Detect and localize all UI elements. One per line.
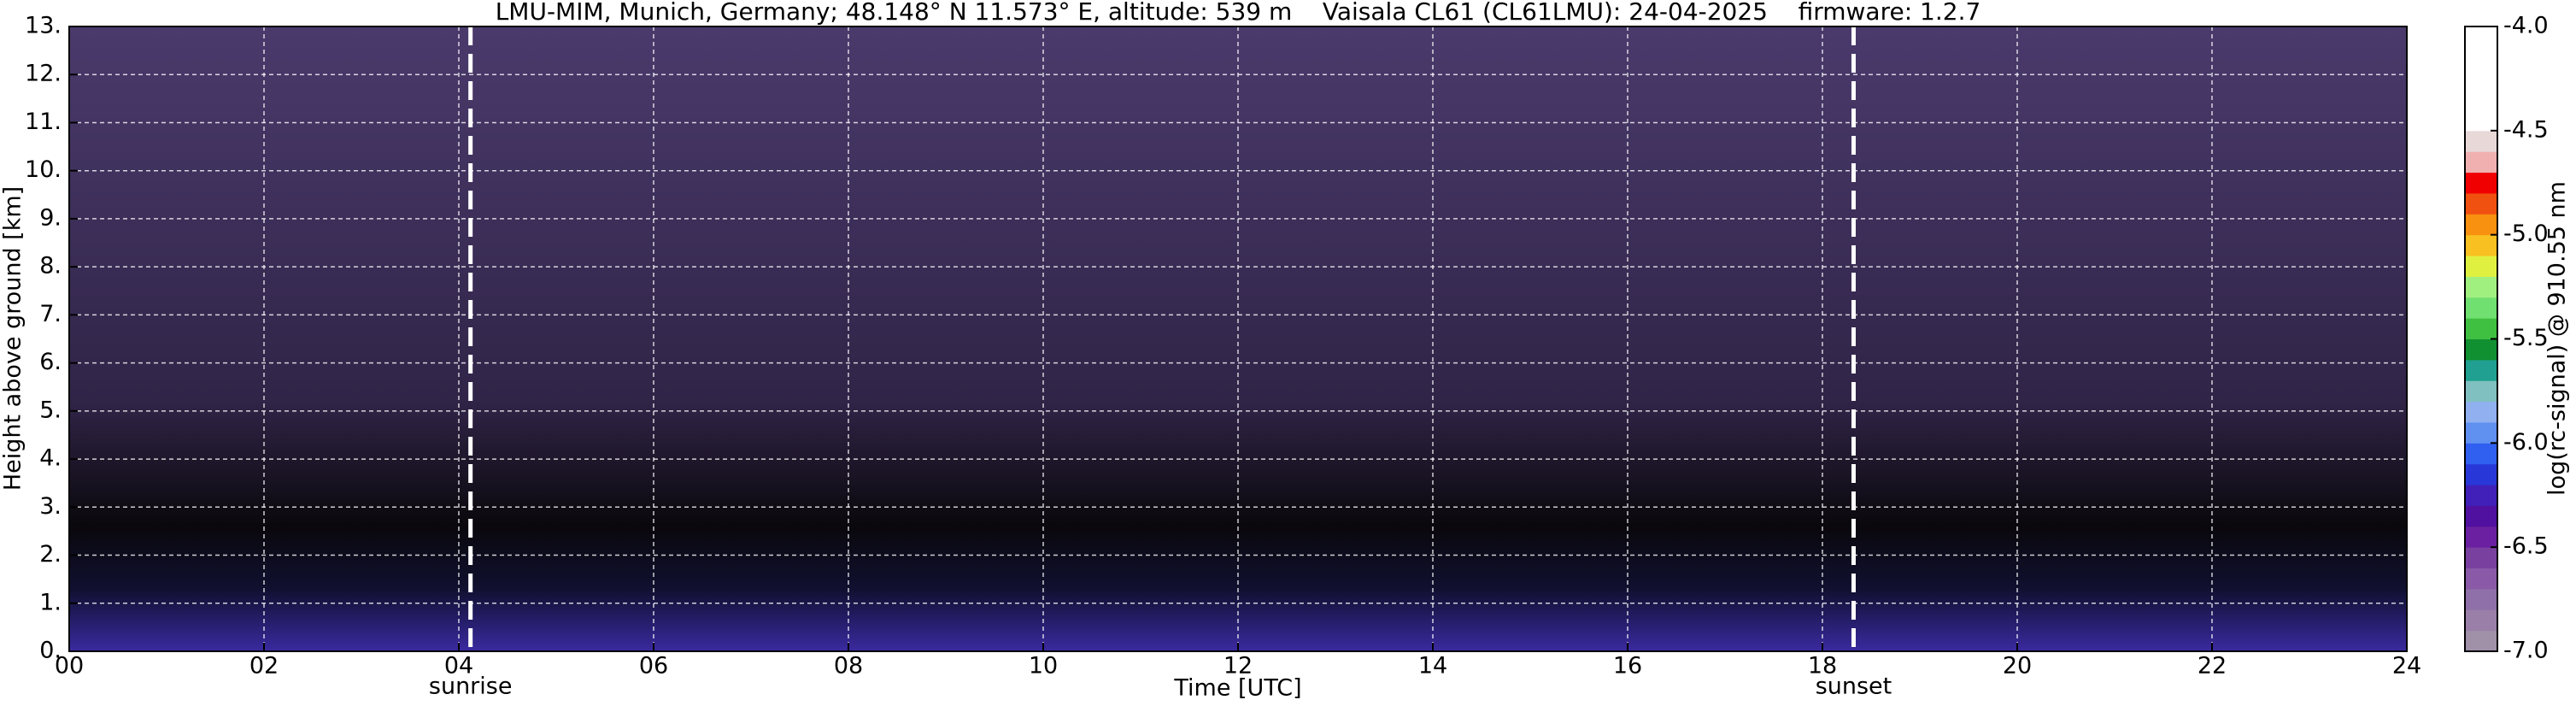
colorbar-segment — [2465, 214, 2497, 236]
colorbar-segment — [2465, 89, 2497, 110]
y-tick-label: 8. — [39, 253, 62, 279]
y-tick-label: 11. — [25, 109, 62, 135]
y-tick-label: 7. — [39, 301, 62, 327]
colorbar-tick-label: -5.0 — [2503, 221, 2549, 247]
x-tick-label: 06 — [639, 653, 668, 680]
colorbar-segment — [2465, 318, 2497, 339]
colorbar-segment — [2465, 338, 2497, 361]
colorbar-segment — [2465, 421, 2497, 444]
x-tick-label: 22 — [2198, 653, 2227, 680]
colorbar-segment — [2465, 547, 2497, 569]
colorbar-tick-label: -4.5 — [2503, 116, 2549, 143]
colorbar-segment — [2465, 380, 2497, 403]
colorbar-segment — [2465, 526, 2497, 548]
colorbar-segment — [2465, 485, 2497, 506]
x-tick-label: 04 — [444, 653, 473, 680]
y-tick-label: 13. — [25, 13, 62, 39]
x-tick-label: 20 — [2003, 653, 2032, 680]
x-tick-label: 10 — [1029, 653, 1058, 680]
colorbar-segment — [2465, 192, 2497, 215]
x-tick-label: 02 — [249, 653, 279, 680]
y-tick-label: 3. — [39, 493, 62, 520]
colorbar-segment — [2465, 297, 2497, 319]
x-tick-label: 00 — [55, 653, 84, 680]
x-axis-label: Time [UTC] — [1173, 675, 1301, 702]
colorbar-segment — [2465, 109, 2497, 132]
x-tick-label: 14 — [1418, 653, 1447, 680]
colorbar-segment — [2465, 609, 2497, 632]
y-axis-label: Height above ground [km] — [0, 186, 26, 491]
x-tick-label: 16 — [1613, 653, 1642, 680]
colorbar-segment — [2465, 401, 2497, 423]
colorbar-segment — [2465, 588, 2497, 610]
y-tick-label: 0. — [39, 638, 62, 664]
y-tick-label: 10. — [25, 156, 62, 183]
colorbar-segment — [2465, 630, 2497, 652]
y-tick-label: 12. — [25, 61, 62, 87]
colorbar-segment — [2465, 505, 2497, 527]
colorbar-tick-label: -4.0 — [2503, 13, 2549, 39]
x-tick-label: 24 — [2392, 653, 2421, 680]
x-tick-label: 08 — [834, 653, 863, 680]
y-tick-label: 2. — [39, 541, 62, 568]
x-tick-label: 12 — [1223, 653, 1253, 680]
colorbar-segment — [2465, 26, 2497, 48]
y-tick-label: 5. — [39, 397, 62, 423]
chart-title: LMU-MIM, Munich, Germany; 48.148° N 11.5… — [496, 0, 1981, 26]
colorbar-segment — [2465, 359, 2497, 381]
colorbar-tick-label: -6.5 — [2503, 533, 2549, 560]
colorbar-tick-label: -7.0 — [2503, 638, 2549, 664]
colorbar-label: log(rc-signal) @ 910.55 nm — [2544, 181, 2571, 496]
colorbar-tick-label: -5.5 — [2503, 325, 2549, 351]
colorbar-segment — [2465, 151, 2497, 174]
colorbar-tick-label: -6.0 — [2503, 429, 2549, 456]
annotation-label: sunrise — [429, 674, 513, 700]
y-tick-label: 4. — [39, 445, 62, 472]
y-tick-label: 9. — [39, 204, 62, 231]
colorbar-segment — [2465, 68, 2497, 90]
colorbar-segment — [2465, 172, 2497, 194]
colorbar-segment — [2465, 256, 2497, 277]
colorbar-segment — [2465, 276, 2497, 298]
colorbar-segment — [2465, 234, 2497, 256]
colorbar-segment — [2465, 443, 2497, 465]
annotation-label: sunset — [1816, 674, 1892, 700]
plot-frame — [68, 26, 2408, 652]
colorbar-segment — [2465, 130, 2497, 152]
colorbar-segment — [2465, 463, 2497, 485]
y-tick-label: 1. — [39, 589, 62, 615]
y-tick-label: 6. — [39, 349, 62, 375]
x-tick-label: 18 — [1808, 653, 1837, 680]
colorbar-segment — [2465, 568, 2497, 590]
colorbar-segment — [2465, 47, 2497, 69]
